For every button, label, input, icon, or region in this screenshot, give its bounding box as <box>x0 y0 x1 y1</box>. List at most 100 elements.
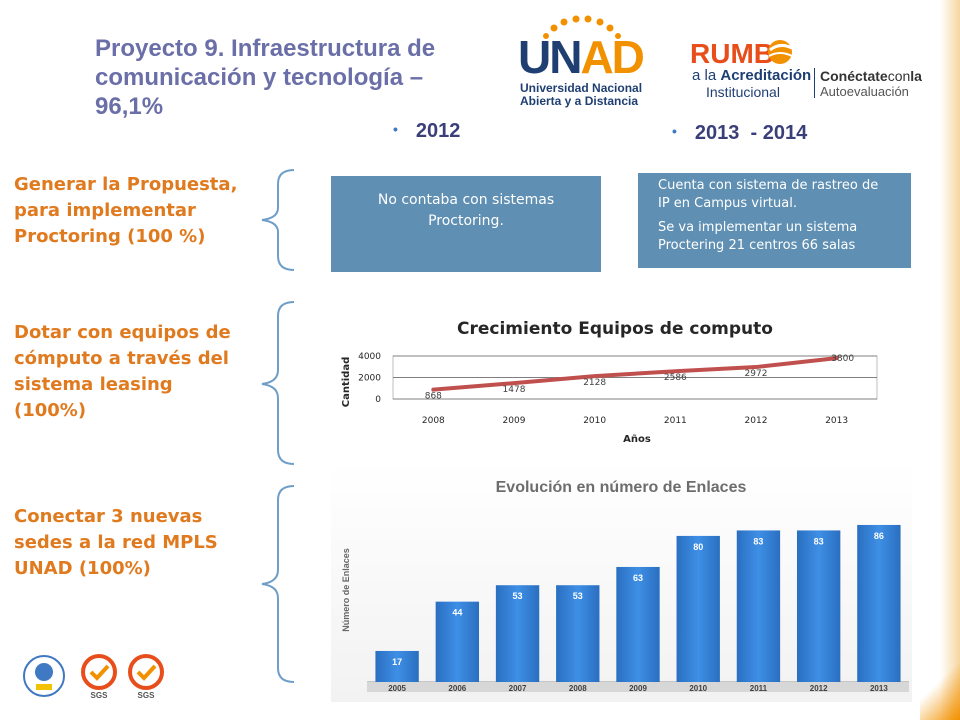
sgs-icon: SGS <box>81 654 117 700</box>
line-chart-data-label: 868 <box>425 392 442 402</box>
bottom-right-corner <box>920 660 960 720</box>
bar-chart-bar <box>375 650 419 682</box>
rumbo-right-line-2: Autoevaluación <box>820 84 909 99</box>
unad-wordmark: UNAD <box>518 31 645 83</box>
line-chart-y-tick: 4000 <box>358 352 381 362</box>
sgs-label-2: SGS <box>138 691 156 700</box>
bar-chart-bar <box>435 601 480 682</box>
bar-chart-data-label: 53 <box>513 591 523 601</box>
objective-3-line-2: sedes a la red MPLS <box>14 532 218 553</box>
line-chart-data-label: 3800 <box>831 354 854 364</box>
rumbo-divider <box>814 68 815 98</box>
bar-chart-data-label: 53 <box>573 591 583 601</box>
line-chart-data-label: 2586 <box>664 373 687 383</box>
year-2013-2014-label: 2013 - 2014 <box>694 122 808 144</box>
line-chart-x-tick: 2012 <box>745 416 768 426</box>
bar-chart-data-label: 83 <box>753 536 763 546</box>
unad-sun-icon <box>543 15 621 39</box>
bar-chart-data-label: 80 <box>693 542 703 552</box>
objective-1-line-1: Generar la Propuesta, <box>14 174 238 195</box>
objective-2-line-2: cómputo a través del <box>14 348 229 369</box>
line-chart-data-label: 2128 <box>583 378 606 388</box>
line-chart-x-tick: 2008 <box>422 416 445 426</box>
line-chart-ylabel: Cantidad <box>341 357 352 407</box>
objective-2-line-4: (100%) <box>14 400 87 421</box>
year-bullet-2012: • 2012 <box>393 120 461 142</box>
rumbo-wordmark: RUMB <box>690 38 774 69</box>
box-2013-p2-line-2: Proctering 21 centros 66 salas <box>658 238 856 253</box>
bar-chart-bar <box>676 535 720 682</box>
year-bullet-2013-2014: • 2013 - 2014 <box>672 122 808 144</box>
rumbo-right-bold-2: la <box>910 68 922 84</box>
line-chart-data-label: 1478 <box>503 385 526 395</box>
line-chart: Crecimiento Equipos de computo Cantidad … <box>331 308 881 456</box>
objective-1-line-3: Proctoring (100 %) <box>14 226 206 247</box>
bar-chart-x-tick: 2009 <box>629 684 647 693</box>
line-chart-y-tick: 2000 <box>358 374 381 384</box>
line-chart-y-tick: 0 <box>375 395 381 405</box>
objective-3: Conectar 3 nuevas sedes a la red MPLS UN… <box>14 504 239 582</box>
sgs-icon: SGS <box>128 654 164 700</box>
sgs-label-1: SGS <box>91 691 109 700</box>
rumbo-right-light: con <box>887 68 911 84</box>
brace-2 <box>261 301 295 465</box>
line-chart-xlabel: Años <box>623 434 651 445</box>
objective-3-line-3: UNAD (100%) <box>14 558 151 579</box>
unad-line-1: Universidad Nacional <box>520 81 643 95</box>
title-line-2: comunicación y tecnología – <box>95 64 424 91</box>
bar-chart-data-label: 44 <box>452 608 462 618</box>
objective-3-line-1: Conectar 3 nuevas <box>14 506 203 527</box>
bar-chart-x-tick: 2007 <box>509 684 527 693</box>
box-2012-line-1: No contaba con sistemas <box>377 192 555 208</box>
unad-line-2: Abierta y a Distancia <box>520 94 639 108</box>
rumbo-globe-icon <box>768 40 793 64</box>
bar-chart-x-tick: 2012 <box>810 684 828 693</box>
line-chart-x-tick: 2010 <box>583 416 606 426</box>
bar-chart-data-label: 83 <box>814 536 824 546</box>
bar-chart-bar <box>556 585 600 682</box>
bar-chart-data-label: 86 <box>874 531 884 541</box>
colombia-emblem-icon <box>23 655 65 697</box>
brace-3 <box>261 485 295 683</box>
bar-chart-x-tick: 2005 <box>388 684 406 693</box>
bar-chart-floor <box>367 682 909 692</box>
bar-chart: Evolución en número de Enlaces Número de… <box>331 462 912 702</box>
bar-chart-bar <box>616 566 660 682</box>
box-2012-line-2: Proctoring. <box>428 213 504 229</box>
bar-chart-x-tick: 2010 <box>689 684 707 693</box>
brace-1 <box>261 169 295 271</box>
line-chart-x-tick: 2013 <box>825 416 848 426</box>
bar-chart-x-tick: 2013 <box>870 684 888 693</box>
line-chart-series-line <box>431 356 839 392</box>
line-chart-svg: Crecimiento Equipos de computo Cantidad … <box>341 319 878 445</box>
objective-1: Generar la Propuesta, para implementar P… <box>14 172 239 250</box>
bar-chart-x-tick: 2008 <box>569 684 587 693</box>
year-2012-label: 2012 <box>415 120 461 142</box>
bar-chart-ylabel: Número de Enlaces <box>341 548 351 632</box>
box-2013: Cuenta con sistema de rastreo de IP en C… <box>638 173 911 268</box>
bar-chart-bar <box>857 524 901 682</box>
title-line-1: Proyecto 9. Infraestructura de <box>95 35 436 62</box>
bar-chart-x-tick: 2006 <box>448 684 466 693</box>
objective-1-line-2: para implementar <box>14 200 196 221</box>
objective-2: Dotar con equipos de cómputo a través de… <box>14 320 239 424</box>
rumbo-line-bold: Acreditación <box>720 67 812 84</box>
footer-seals-svg: SGS SGS <box>23 654 164 700</box>
rumbo-right-bold: Conéctate <box>820 68 888 84</box>
slide-title: Proyecto 9. Infraestructura de comunicac… <box>95 34 495 121</box>
box-2013-p2-line-1: Se va implementar un sistema <box>658 220 858 235</box>
box-2013-p1-line-2: IP en Campus virtual. <box>658 196 797 211</box>
bar-chart-bar <box>495 585 540 682</box>
line-chart-title: Crecimiento Equipos de computo <box>457 319 773 339</box>
box-2013-p1-line-1: Cuenta con sistema de rastreo de <box>658 178 879 193</box>
title-line-3: 96,1% <box>95 93 164 120</box>
objective-2-line-1: Dotar con equipos de <box>14 322 231 343</box>
unad-logo: UNAD Universidad Nacional Abierta y a Di… <box>510 14 645 110</box>
objective-2-line-3: sistema leasing <box>14 374 173 395</box>
box-2012: No contaba con sistemas Proctoring. <box>331 176 601 272</box>
bar-chart-data-label: 63 <box>633 573 643 583</box>
line-chart-x-tick: 2009 <box>503 416 526 426</box>
bar-chart-data-label: 17 <box>392 657 402 667</box>
rumbo-logo: RUMB a la Acreditación Institucional Con… <box>690 38 930 100</box>
bar-chart-svg: Evolución en número de Enlaces Número de… <box>341 479 909 693</box>
